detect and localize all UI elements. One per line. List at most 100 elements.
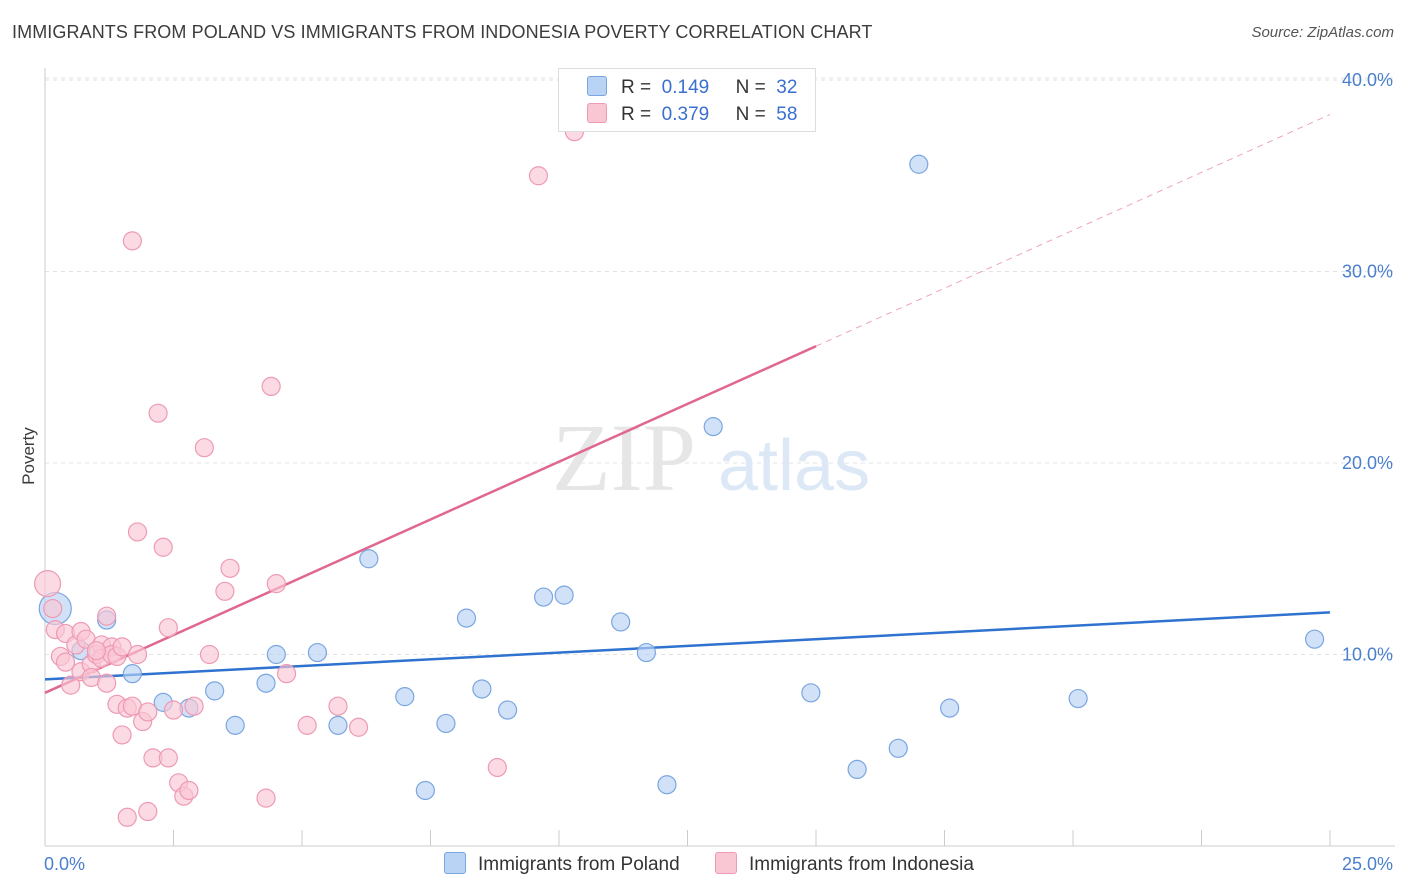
poland-point-25 xyxy=(801,683,821,703)
legend-swatch-indonesia xyxy=(587,103,607,123)
indonesia-point-48 xyxy=(261,376,281,396)
indonesia-point-17 xyxy=(97,606,117,626)
poland-point-9 xyxy=(266,644,286,665)
indonesia-point-0 xyxy=(33,570,62,598)
poland-point-16 xyxy=(456,608,477,628)
indonesia-point-27 xyxy=(122,231,142,251)
legend-n-label: N = xyxy=(735,104,766,125)
series-legend-poland: Immigrants from Poland xyxy=(444,852,680,876)
poland-point-10 xyxy=(307,642,328,663)
poland-point-28 xyxy=(909,154,929,174)
legend-n-value-indonesia: 58 xyxy=(776,104,798,125)
poland-point-6 xyxy=(205,681,225,701)
poland-point-3 xyxy=(122,664,142,684)
series-legend-indonesia: Immigrants from Indonesia xyxy=(714,852,974,876)
legend-r-value-poland: 0.149 xyxy=(661,77,710,98)
y-axis-label: Poverty xyxy=(19,427,38,485)
indonesia-point-31 xyxy=(138,702,158,722)
chart-title: IMMIGRANTS FROM POLAND VS IMMIGRANTS FRO… xyxy=(12,22,873,42)
poland-point-8 xyxy=(256,673,276,693)
poland-point-13 xyxy=(395,687,415,707)
y-tick-label-1: 20.0% xyxy=(1342,453,1393,473)
data-points xyxy=(33,122,1325,827)
indonesia-point-6 xyxy=(61,675,81,695)
trend-lines xyxy=(44,114,1331,694)
indonesia-point-49 xyxy=(266,574,286,594)
poland-point-7 xyxy=(225,715,245,735)
poland-point-22 xyxy=(636,642,656,663)
indonesia-point-28 xyxy=(127,644,148,665)
indonesia-point-16 xyxy=(97,673,117,693)
trend-line-extension-1 xyxy=(815,114,1331,347)
indonesia-point-44 xyxy=(199,644,220,665)
indonesia-point-23 xyxy=(112,725,132,745)
indonesia-point-5 xyxy=(55,652,76,672)
indonesia-point-53 xyxy=(348,717,369,737)
x-tick-label-1: 25.0% xyxy=(1342,854,1393,874)
poland-point-26 xyxy=(847,759,867,780)
indonesia-point-34 xyxy=(148,403,168,423)
series-label-indonesia: Immigrants from Indonesia xyxy=(748,854,974,875)
indonesia-point-38 xyxy=(163,700,184,720)
indonesia-point-42 xyxy=(184,696,204,716)
indonesia-point-37 xyxy=(158,748,178,768)
indonesia-point-25 xyxy=(117,807,137,827)
tick-labels: 10.0% 20.0% 30.0% 40.0% 0.0% 25.0% xyxy=(44,70,1393,874)
poland-point-24 xyxy=(703,417,723,437)
indonesia-point-50 xyxy=(276,664,297,684)
series-label-poland: Immigrants from Poland xyxy=(478,854,680,875)
poland-point-18 xyxy=(498,700,518,720)
indonesia-point-41 xyxy=(179,780,199,801)
indonesia-point-29 xyxy=(127,522,148,542)
watermark-zip: ZIP xyxy=(552,404,696,511)
poland-point-20 xyxy=(554,585,574,605)
indonesia-point-45 xyxy=(215,581,235,601)
indonesia-point-36 xyxy=(158,618,178,638)
series-swatch-indonesia xyxy=(714,852,737,874)
indonesia-point-57 xyxy=(86,641,107,661)
legend-n-label: N = xyxy=(735,77,766,98)
indonesia-point-22 xyxy=(112,637,132,657)
source-label: Source: ZipAtlas.com xyxy=(1251,24,1394,41)
legend: R = 0.149 N = 32 R = 0.379 N = 58 xyxy=(558,68,816,132)
legend-swatch-poland xyxy=(587,76,607,96)
indonesia-point-52 xyxy=(328,696,348,716)
poland-point-30 xyxy=(1068,688,1088,709)
y-tick-label-2: 30.0% xyxy=(1342,262,1393,282)
poland-point-27 xyxy=(888,738,908,758)
indonesia-point-47 xyxy=(256,788,276,808)
series-swatch-poland xyxy=(444,852,466,874)
poland-point-17 xyxy=(472,679,492,699)
indonesia-point-32 xyxy=(138,801,158,822)
axes xyxy=(44,68,1395,847)
indonesia-point-51 xyxy=(297,715,317,735)
poland-point-14 xyxy=(415,780,435,801)
legend-row-poland: R = 0.149 N = 32 xyxy=(587,76,797,100)
poland-point-19 xyxy=(533,587,554,607)
poland-point-11 xyxy=(328,715,348,735)
poland-point-15 xyxy=(436,713,456,734)
x-tick-label-0: 0.0% xyxy=(44,854,85,874)
poland-point-12 xyxy=(359,549,379,569)
indonesia-point-55 xyxy=(528,166,549,186)
legend-row-indonesia: R = 0.379 N = 58 xyxy=(587,103,797,127)
watermark: ZIP atlas xyxy=(552,404,870,511)
poland-point-29 xyxy=(940,698,960,718)
poland-point-21 xyxy=(611,612,631,632)
legend-r-label: R = xyxy=(621,77,652,98)
grid-lines xyxy=(45,77,1395,655)
trend-line-1 xyxy=(44,345,817,694)
poland-point-23 xyxy=(657,775,677,795)
y-tick-label-3: 40.0% xyxy=(1342,70,1393,90)
series-legend: Immigrants from Poland Immigrants from I… xyxy=(444,852,1004,876)
indonesia-point-35 xyxy=(153,537,173,557)
indonesia-point-1 xyxy=(43,598,63,619)
poland-point-31 xyxy=(1304,629,1325,649)
indonesia-point-54 xyxy=(487,757,507,778)
indonesia-point-46 xyxy=(220,558,240,578)
indonesia-point-43 xyxy=(194,438,214,458)
legend-n-value-poland: 32 xyxy=(776,77,798,98)
trend-line-0 xyxy=(44,611,1331,681)
legend-r-value-indonesia: 0.379 xyxy=(661,104,710,125)
